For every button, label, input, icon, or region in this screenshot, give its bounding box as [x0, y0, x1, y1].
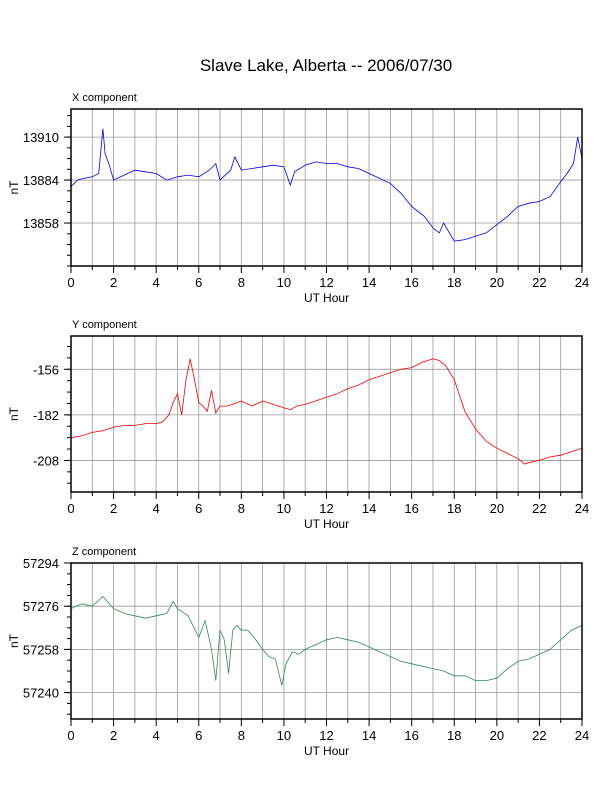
x-tick-label: 14 [362, 275, 376, 290]
x-tick-label: 4 [153, 728, 160, 743]
y-tick-label: -156 [33, 362, 59, 377]
panel-z-title: Z component [72, 546, 136, 558]
series-line-z [70, 596, 583, 686]
x-tick-label: 14 [362, 728, 376, 743]
x-tick-label: 10 [277, 275, 291, 290]
x-tick-label: 18 [447, 501, 461, 516]
panel-x-title: X component [72, 92, 137, 104]
x-tick-label: 2 [110, 501, 117, 516]
x-tick-label: 16 [404, 728, 418, 743]
series-line-y [70, 358, 583, 465]
x-tick-label: 12 [319, 501, 333, 516]
x-tick-label: 20 [490, 728, 504, 743]
x-tick-label: 12 [319, 275, 333, 290]
panel-y-title: Y component [72, 319, 137, 331]
y-axis-label: nT [7, 633, 21, 648]
series-line-x [70, 128, 583, 242]
x-tick-label: 24 [575, 275, 589, 290]
x-tick-label: 22 [532, 275, 546, 290]
y-tick-label: 13910 [23, 130, 59, 145]
y-tick-label: 57294 [23, 556, 59, 571]
x-tick-label: 4 [153, 275, 160, 290]
x-tick-label: 20 [490, 275, 504, 290]
x-tick-label: 10 [277, 501, 291, 516]
x-tick-label: 14 [362, 501, 376, 516]
x-tick-label: 10 [277, 728, 291, 743]
y-tick-label: 57240 [23, 686, 59, 701]
x-tick-label: 8 [238, 501, 245, 516]
y-tick-label: -182 [33, 408, 59, 423]
y-tick-label: 13858 [23, 216, 59, 231]
x-tick-label: 22 [532, 728, 546, 743]
x-tick-label: 8 [238, 275, 245, 290]
x-tick-label: 4 [153, 501, 160, 516]
x-tick-label: 2 [110, 275, 117, 290]
x-tick-label: 6 [195, 728, 202, 743]
page-title: Slave Lake, Alberta -- 2006/07/30 [199, 56, 453, 75]
x-tick-label: 12 [319, 728, 333, 743]
x-tick-label: 24 [575, 501, 589, 516]
x-tick-label: 6 [195, 275, 202, 290]
x-tick-label: 24 [575, 728, 589, 743]
y-tick-label: 13884 [23, 173, 59, 188]
x-axis-label: UT Hour [304, 517, 349, 531]
x-tick-label: 0 [67, 275, 74, 290]
x-tick-label: 16 [404, 501, 418, 516]
y-tick-label: 57258 [23, 642, 59, 657]
y-axis-label: nT [7, 406, 21, 421]
x-tick-label: 0 [67, 501, 74, 516]
x-tick-label: 18 [447, 728, 461, 743]
y-tick-label: 57276 [23, 599, 59, 614]
x-axis-label: UT Hour [304, 291, 349, 305]
x-tick-label: 16 [404, 275, 418, 290]
x-tick-label: 22 [532, 501, 546, 516]
x-tick-label: 0 [67, 728, 74, 743]
y-axis-label: nT [7, 180, 21, 195]
x-tick-label: 18 [447, 275, 461, 290]
x-tick-label: 8 [238, 728, 245, 743]
x-tick-label: 6 [195, 501, 202, 516]
x-tick-label: 20 [490, 501, 504, 516]
y-tick-label: -208 [33, 453, 59, 468]
x-axis-label: UT Hour [304, 744, 349, 758]
x-tick-label: 2 [110, 728, 117, 743]
